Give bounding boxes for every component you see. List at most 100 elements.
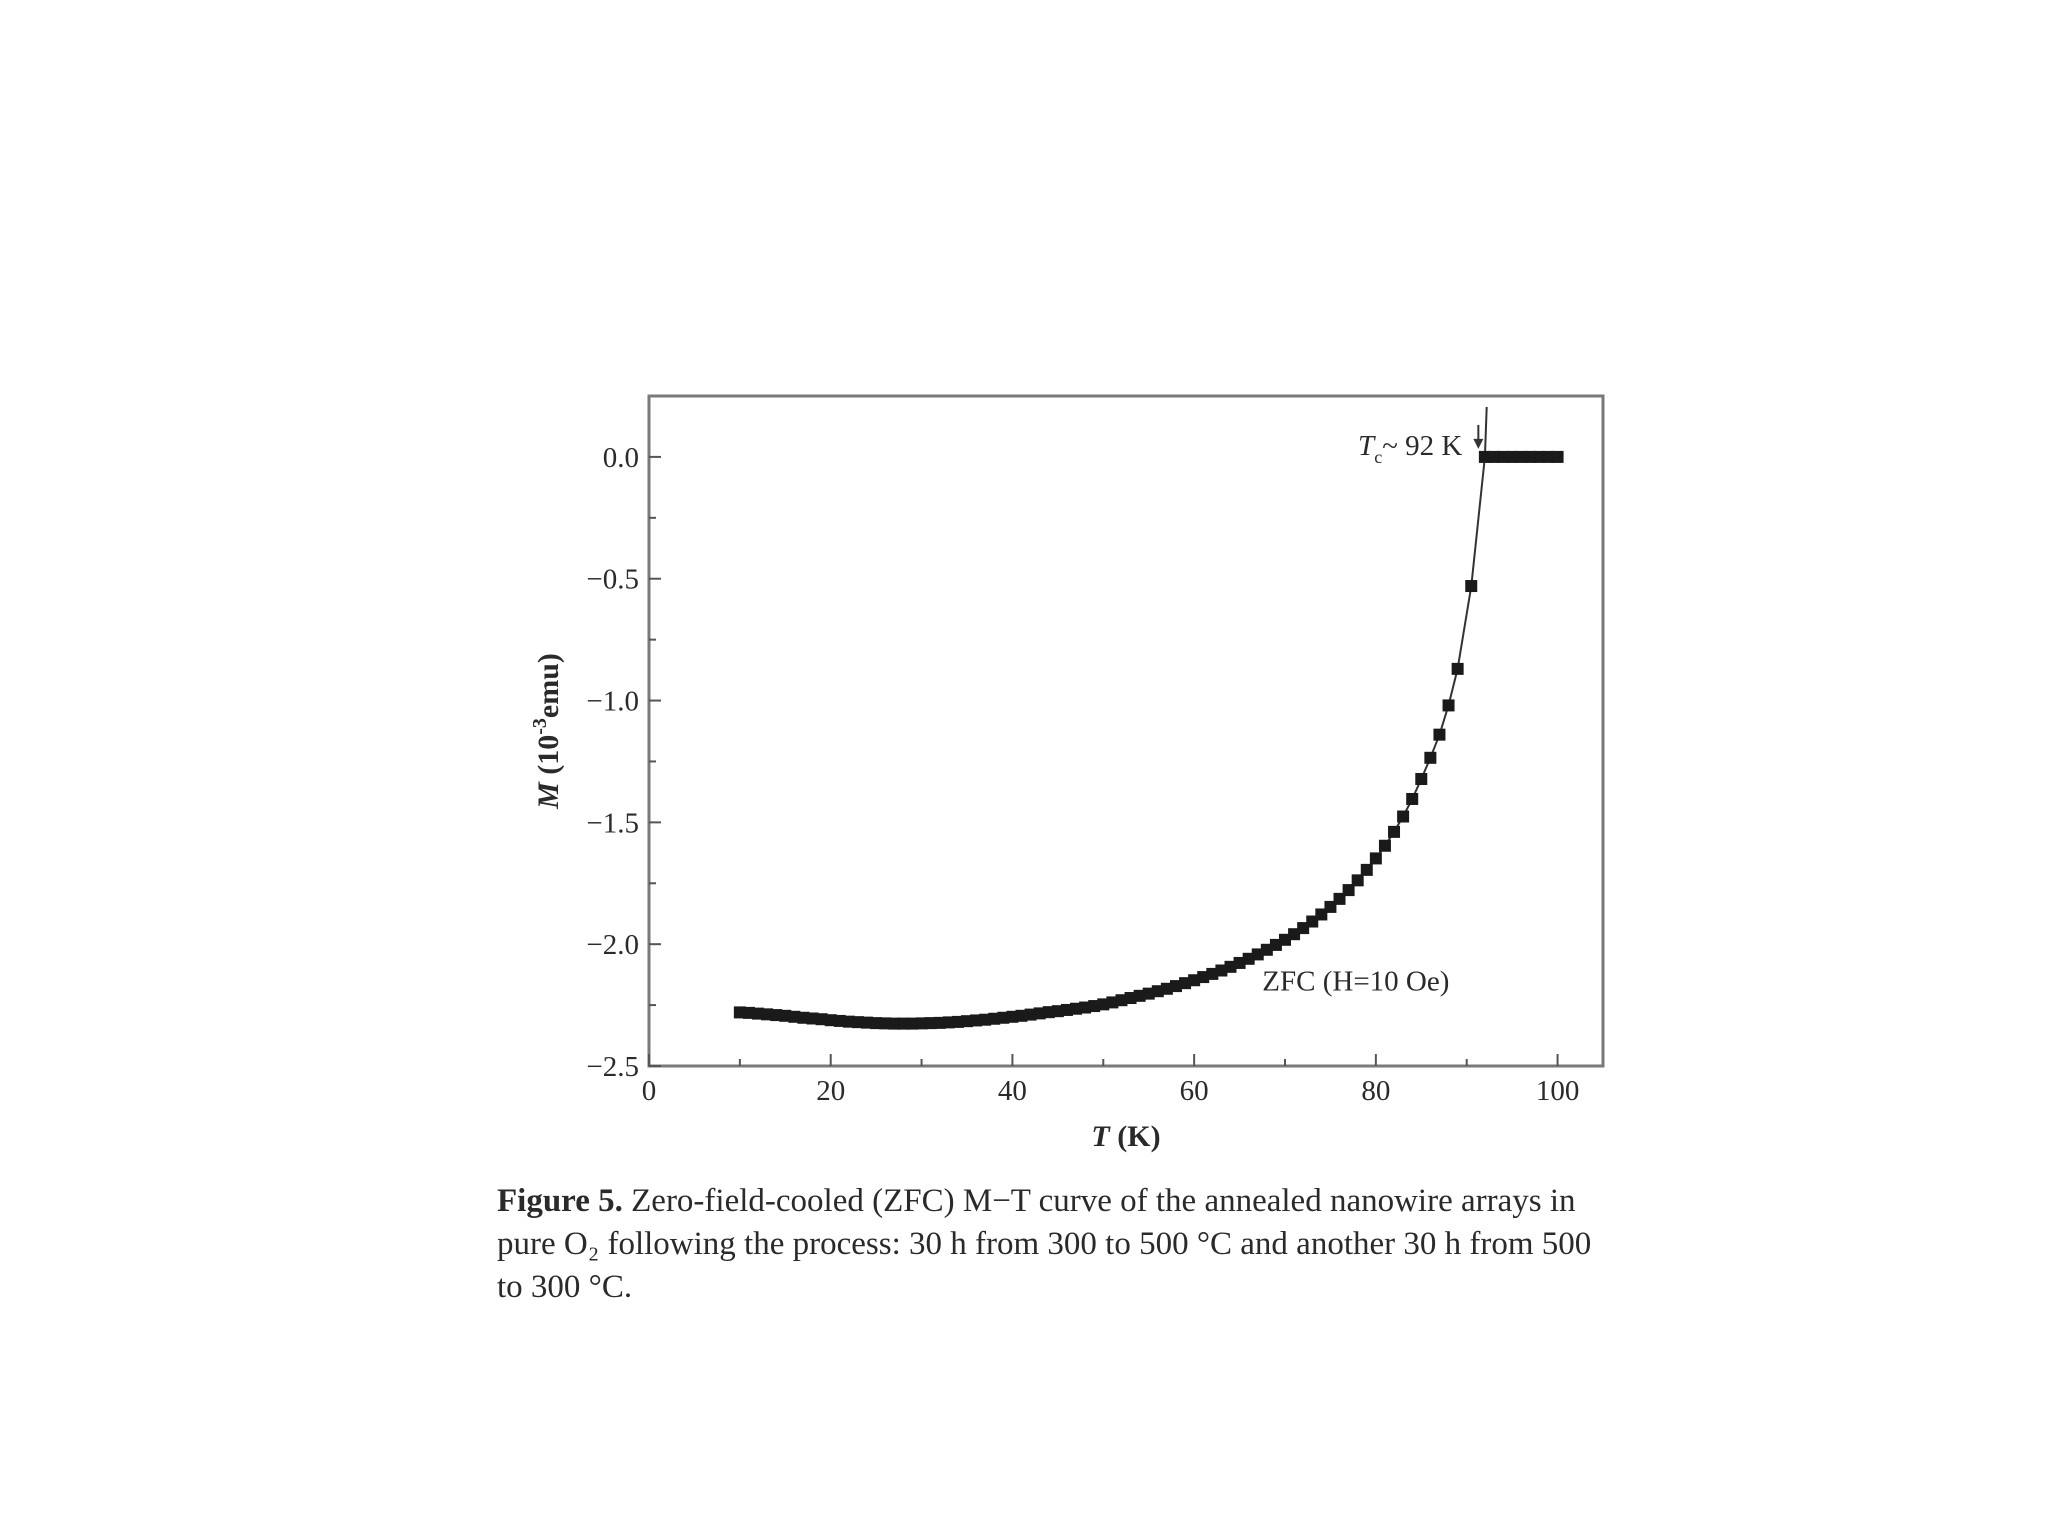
x-tick-label: 0 [642,1075,657,1107]
data-point [752,1007,765,1020]
data-point [1133,989,1146,1002]
y-tick-label: −2.5 [586,1051,639,1083]
data-point [1060,1003,1073,1016]
data-point [1333,892,1346,905]
tc-arrowhead [1473,438,1484,449]
y-tick-label: 0.0 [603,442,639,474]
tc-annotation: Tc~ 92 K [1358,430,1462,467]
data-point [861,1016,874,1029]
data-point [1360,863,1373,876]
data-point [1260,943,1273,956]
y-tick-label: −0.5 [586,564,639,596]
data-point [1051,1005,1064,1018]
x-tick-label: 60 [1180,1075,1209,1107]
data-point [1342,884,1355,897]
data-point [1424,751,1437,764]
data-point [761,1008,774,1021]
data-point [924,1017,937,1030]
data-point [915,1017,928,1030]
data-point [1487,450,1500,463]
y-axis-label: M (10-3emu) [529,653,565,810]
data-point [1497,450,1510,463]
y-tick-label: −1.0 [586,686,639,718]
data-point [1079,1001,1092,1014]
data-point [997,1011,1010,1024]
data-point [942,1016,955,1029]
figure-caption: Figure 5. Zero-field-cooled (ZFC) M−T cu… [497,1180,1617,1309]
x-tick-label: 20 [816,1075,845,1107]
data-point [806,1012,819,1025]
data-point [1551,450,1564,463]
data-point [1206,967,1219,980]
data-point [788,1010,801,1023]
data-point [1106,996,1119,1009]
data-point [879,1017,892,1030]
data-point [933,1016,946,1029]
data-point [1169,980,1182,993]
x-axis-label: T (K) [1091,1120,1160,1153]
data-point [1042,1006,1055,1019]
data-point [1224,960,1237,973]
caption-text: Zero-field-cooled (ZFC) M−T curve of the… [497,1183,1592,1305]
data-point [1315,908,1328,921]
data-point [1465,580,1478,593]
data-point [1451,662,1464,675]
data-point [833,1014,846,1027]
data-point [1142,987,1155,1000]
data-point [1397,810,1410,823]
data-point [1351,874,1364,887]
data-point [779,1009,792,1022]
data-point [1269,938,1282,951]
series-line [739,406,1488,1025]
data-point [897,1017,910,1030]
data-point [961,1015,973,1028]
data-point [1024,1008,1037,1021]
data-point [1279,933,1291,946]
data-point [1533,450,1546,463]
data-point [1406,792,1419,805]
data-point [951,1015,964,1028]
data-point [1197,971,1210,984]
data-point [1297,922,1310,935]
data-point [1433,728,1446,741]
x-tick-label: 100 [1536,1075,1580,1107]
data-point [851,1016,864,1029]
data-point [970,1014,983,1027]
data-point [1506,450,1519,463]
data-point [1515,450,1528,463]
data-point [733,1006,746,1019]
data-point [842,1015,855,1028]
x-tick-label: 80 [1361,1075,1390,1107]
plot-frame [647,394,1605,1068]
data-point [906,1017,919,1030]
data-point [1369,852,1382,865]
y-tick-label: −1.5 [586,807,639,839]
data-point [797,1011,810,1024]
data-point [1478,450,1491,463]
data-point [1306,915,1319,928]
data-point [888,1017,901,1030]
data-point [815,1013,828,1026]
data-point [1033,1007,1046,1020]
data-point [1388,825,1401,838]
data-point [1415,772,1428,785]
data-point [1288,928,1301,941]
data-point [1015,1009,1028,1022]
data-point [1088,1000,1101,1013]
data-point [824,1014,837,1027]
y-tick-label: −2.0 [586,929,639,961]
data-point [1070,1002,1083,1015]
data-point [1442,699,1455,712]
data-point [1251,948,1264,961]
data-point [1006,1010,1019,1023]
data-point [1160,982,1173,995]
data-point [1524,450,1537,463]
x-tick-label: 40 [998,1075,1027,1107]
data-point [1242,952,1255,965]
caption-label: Figure 5. [497,1183,623,1219]
data-point [1151,985,1164,998]
data-point [988,1012,1001,1025]
data-point [1188,974,1201,987]
